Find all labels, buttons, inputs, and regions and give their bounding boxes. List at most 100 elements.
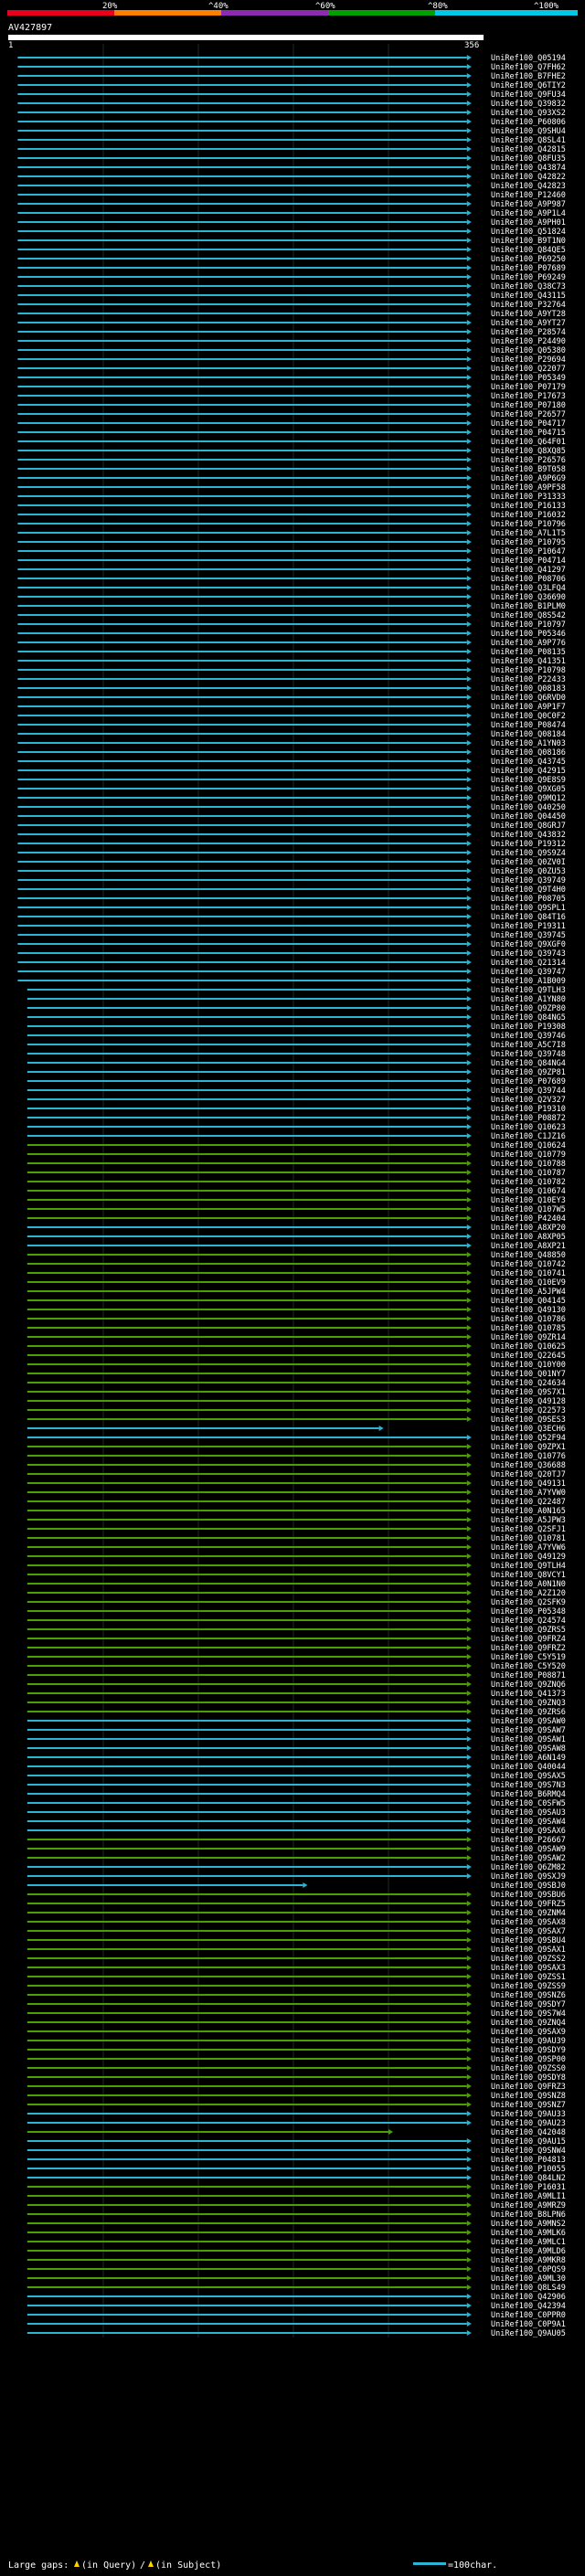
hit-label[interactable]: UniRef100_Q10625 <box>491 1342 566 1352</box>
hit-label[interactable]: UniRef100_Q8GRJ7 <box>491 822 566 831</box>
hit-label[interactable]: UniRef100_P28574 <box>491 328 566 337</box>
hit-label[interactable]: UniRef100_B8LPN6 <box>491 2210 566 2220</box>
hit-label[interactable]: UniRef100_Q9FU34 <box>491 90 566 100</box>
hit-label[interactable]: UniRef100_A9MLK6 <box>491 2229 566 2238</box>
hit-label[interactable]: UniRef100_Q9AU33 <box>491 2110 566 2119</box>
hit-label[interactable]: UniRef100_C0SFW5 <box>491 1799 566 1808</box>
hit-label[interactable]: UniRef100_A9ML30 <box>491 2274 566 2284</box>
hit-label[interactable]: UniRef100_Q20TJ7 <box>491 1470 566 1479</box>
hit-label[interactable]: UniRef100_Q9SES3 <box>491 1415 566 1425</box>
hit-label[interactable]: UniRef100_Q10624 <box>491 1141 566 1150</box>
hit-label[interactable]: UniRef100_Q9TLH3 <box>491 986 566 995</box>
hit-label[interactable]: UniRef100_Q8VCY1 <box>491 1571 566 1580</box>
hit-label[interactable]: UniRef100_A9P6G9 <box>491 474 566 483</box>
hit-label[interactable]: UniRef100_Q51824 <box>491 228 566 237</box>
hit-label[interactable]: UniRef100_Q10741 <box>491 1269 566 1278</box>
hit-label[interactable]: UniRef100_Q43745 <box>491 758 566 767</box>
hit-label[interactable]: UniRef100_Q84NG5 <box>491 1013 566 1023</box>
hit-label[interactable]: UniRef100_Q9SDY9 <box>491 2046 566 2055</box>
hit-label[interactable]: UniRef100_A1YN80 <box>491 995 566 1004</box>
hit-label[interactable]: UniRef100_Q22487 <box>491 1498 566 1507</box>
hit-label[interactable]: UniRef100_Q9SP00 <box>491 2055 566 2064</box>
hit-label[interactable]: UniRef100_P10796 <box>491 520 566 529</box>
hit-label[interactable]: UniRef100_Q9SAX9 <box>491 2028 566 2037</box>
hit-label[interactable]: UniRef100_Q36688 <box>491 1461 566 1470</box>
hit-label[interactable]: UniRef100_Q9ZSS9 <box>491 1982 566 1991</box>
hit-label[interactable]: UniRef100_Q9ZP81 <box>491 1068 566 1077</box>
hit-label[interactable]: UniRef100_Q24574 <box>491 1617 566 1626</box>
hit-label[interactable]: UniRef100_Q49130 <box>491 1306 566 1315</box>
hit-label[interactable]: UniRef100_Q22573 <box>491 1406 566 1415</box>
hit-label[interactable]: UniRef100_Q22077 <box>491 365 566 374</box>
hit-label[interactable]: UniRef100_P29694 <box>491 355 566 365</box>
hit-label[interactable]: UniRef100_P07180 <box>491 401 566 410</box>
hit-label[interactable]: UniRef100_Q7FH62 <box>491 63 566 72</box>
hit-label[interactable]: UniRef100_Q05380 <box>491 346 566 355</box>
hit-label[interactable]: UniRef100_Q08183 <box>491 684 566 694</box>
hit-label[interactable]: UniRef100_A0N165 <box>491 1507 566 1516</box>
hit-label[interactable]: UniRef100_Q9ZNQ4 <box>491 2019 566 2028</box>
hit-label[interactable]: UniRef100_Q0ZU53 <box>491 867 566 876</box>
hit-label[interactable]: UniRef100_P32764 <box>491 301 566 310</box>
hit-label[interactable]: UniRef100_Q2SFJ1 <box>491 1525 566 1534</box>
hit-label[interactable]: UniRef100_A5C7I8 <box>491 1041 566 1050</box>
hit-label[interactable]: UniRef100_B1PLM0 <box>491 602 566 611</box>
hit-label[interactable]: UniRef100_P07179 <box>491 383 566 392</box>
hit-label[interactable]: UniRef100_Q10623 <box>491 1123 566 1132</box>
hit-label[interactable]: UniRef100_Q39832 <box>491 100 566 109</box>
hit-label[interactable]: UniRef100_Q10EV9 <box>491 1278 566 1288</box>
hit-label[interactable]: UniRef100_P69249 <box>491 273 566 282</box>
hit-label[interactable]: UniRef100_P31333 <box>491 493 566 502</box>
hit-label[interactable]: UniRef100_Q10788 <box>491 1160 566 1169</box>
hit-label[interactable]: UniRef100_P19308 <box>491 1023 566 1032</box>
hit-label[interactable]: UniRef100_Q9AU05 <box>491 2329 566 2338</box>
hit-label[interactable]: UniRef100_Q42823 <box>491 182 566 191</box>
hit-label[interactable]: UniRef100_Q42394 <box>491 2302 566 2311</box>
hit-label[interactable]: UniRef100_B7FHE2 <box>491 72 566 81</box>
hit-label[interactable]: UniRef100_C1JZ16 <box>491 1132 566 1141</box>
hit-label[interactable]: UniRef100_Q9ZSS0 <box>491 2064 566 2073</box>
hit-label[interactable]: UniRef100_C5Y519 <box>491 1653 566 1662</box>
hit-label[interactable]: UniRef100_Q42822 <box>491 173 566 182</box>
hit-label[interactable]: UniRef100_Q8FU35 <box>491 154 566 164</box>
hit-label[interactable]: UniRef100_Q39749 <box>491 876 566 885</box>
hit-label[interactable]: UniRef100_Q08186 <box>491 748 566 758</box>
hit-label[interactable]: UniRef100_Q42906 <box>491 2293 566 2302</box>
hit-label[interactable]: UniRef100_Q10785 <box>491 1324 566 1333</box>
hit-label[interactable]: UniRef100_Q10Y00 <box>491 1361 566 1370</box>
hit-label[interactable]: UniRef100_Q9SXJ9 <box>491 1872 566 1882</box>
hit-label[interactable]: UniRef100_Q84NG4 <box>491 1059 566 1068</box>
hit-label[interactable]: UniRef100_Q8SL41 <box>491 136 566 145</box>
hit-label[interactable]: UniRef100_A9P1L4 <box>491 209 566 218</box>
hit-label[interactable]: UniRef100_Q9FRZ5 <box>491 1900 566 1909</box>
hit-label[interactable]: UniRef100_Q9ZSS1 <box>491 1973 566 1982</box>
hit-label[interactable]: UniRef100_P26667 <box>491 1836 566 1845</box>
hit-label[interactable]: UniRef100_Q9S7X1 <box>491 1388 566 1397</box>
hit-label[interactable]: UniRef100_Q39746 <box>491 1032 566 1041</box>
hit-label[interactable]: UniRef100_C0PPR0 <box>491 2311 566 2320</box>
hit-label[interactable]: UniRef100_Q9ZNQ6 <box>491 1680 566 1690</box>
hit-label[interactable]: UniRef100_Q39748 <box>491 1050 566 1059</box>
hit-label[interactable]: UniRef100_Q39747 <box>491 968 566 977</box>
hit-label[interactable]: UniRef100_Q9FRZ2 <box>491 1644 566 1653</box>
hit-label[interactable]: UniRef100_Q9SAW9 <box>491 1845 566 1854</box>
hit-label[interactable]: UniRef100_P16031 <box>491 2183 566 2192</box>
hit-label[interactable]: UniRef100_P04813 <box>491 2156 566 2165</box>
hit-label[interactable]: UniRef100_Q10782 <box>491 1178 566 1187</box>
hit-label[interactable]: UniRef100_Q0C0F2 <box>491 712 566 721</box>
hit-label[interactable]: UniRef100_Q93XS2 <box>491 109 566 118</box>
hit-label[interactable]: UniRef100_Q04450 <box>491 812 566 822</box>
hit-label[interactable]: UniRef100_P16133 <box>491 502 566 511</box>
hit-label[interactable]: UniRef100_Q49128 <box>491 1397 566 1406</box>
hit-label[interactable]: UniRef100_Q04145 <box>491 1297 566 1306</box>
hit-label[interactable]: UniRef100_Q42815 <box>491 145 566 154</box>
hit-label[interactable]: UniRef100_P19312 <box>491 840 566 849</box>
hit-label[interactable]: UniRef100_P08705 <box>491 895 566 904</box>
hit-label[interactable]: UniRef100_Q01NY7 <box>491 1370 566 1379</box>
hit-label[interactable]: UniRef100_P08871 <box>491 1671 566 1680</box>
hit-label[interactable]: UniRef100_A9P776 <box>491 639 566 648</box>
hit-label[interactable]: UniRef100_Q9SAX3 <box>491 1964 566 1973</box>
hit-label[interactable]: UniRef100_P05346 <box>491 630 566 639</box>
hit-label[interactable]: UniRef100_Q9SBU6 <box>491 1891 566 1900</box>
hit-label[interactable]: UniRef100_P10798 <box>491 666 566 675</box>
